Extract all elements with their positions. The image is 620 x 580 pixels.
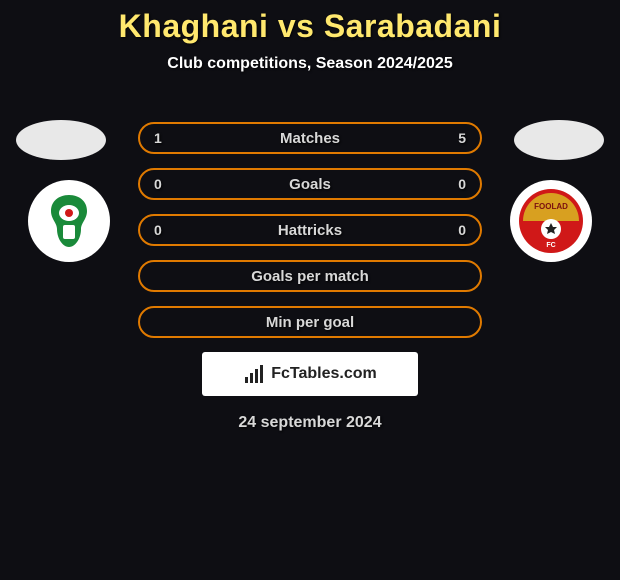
stat-label: Matches bbox=[140, 130, 480, 147]
stat-right-value: 0 bbox=[458, 176, 466, 192]
stat-row-goals: 0 Goals 0 bbox=[138, 168, 482, 200]
club-badge-icon bbox=[39, 191, 99, 251]
player-photo-left bbox=[16, 120, 106, 160]
stat-row-min-per-goal: Min per goal bbox=[138, 306, 482, 338]
stat-label: Goals per match bbox=[140, 268, 480, 285]
stat-row-hattricks: 0 Hattricks 0 bbox=[138, 214, 482, 246]
stat-row-matches: 1 Matches 5 bbox=[138, 122, 482, 154]
stat-label: Hattricks bbox=[140, 222, 480, 239]
stat-left-value: 1 bbox=[154, 130, 162, 146]
stat-left-value: 0 bbox=[154, 176, 162, 192]
header: Khaghani vs Sarabadani Club competitions… bbox=[0, 0, 620, 73]
svg-text:FC: FC bbox=[546, 242, 555, 249]
stat-left-value: 0 bbox=[154, 222, 162, 238]
footer: FcTables.com 24 september 2024 bbox=[0, 352, 620, 432]
date-text: 24 september 2024 bbox=[238, 414, 381, 432]
club-badge-icon: FOOLAD FC bbox=[517, 187, 585, 255]
club-logo-right: FOOLAD FC bbox=[510, 180, 592, 262]
brand-text: FcTables.com bbox=[271, 365, 377, 383]
club-logo-left bbox=[28, 180, 110, 262]
stat-right-value: 0 bbox=[458, 222, 466, 238]
stat-row-goals-per-match: Goals per match bbox=[138, 260, 482, 292]
stats-table: 1 Matches 5 0 Goals 0 0 Hattricks 0 Goal… bbox=[138, 122, 482, 352]
stat-right-value: 5 bbox=[458, 130, 466, 146]
stat-label: Min per goal bbox=[140, 314, 480, 331]
stat-label: Goals bbox=[140, 176, 480, 193]
page-title: Khaghani vs Sarabadani bbox=[0, 8, 620, 45]
svg-text:FOOLAD: FOOLAD bbox=[534, 202, 568, 211]
bar-chart-icon bbox=[243, 363, 265, 385]
player-photo-right bbox=[514, 120, 604, 160]
brand-badge: FcTables.com bbox=[202, 352, 418, 396]
page-subtitle: Club competitions, Season 2024/2025 bbox=[0, 55, 620, 73]
